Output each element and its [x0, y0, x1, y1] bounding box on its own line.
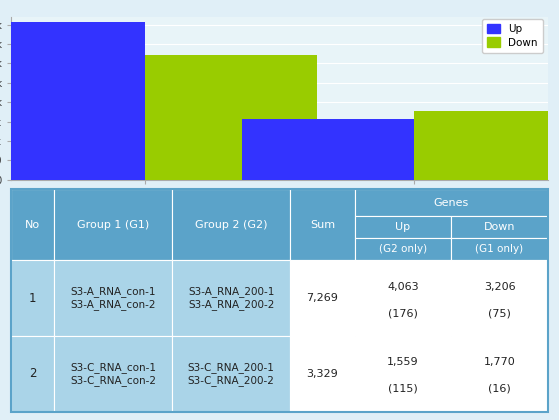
- Bar: [145, 55, 317, 180]
- Text: (176): (176): [388, 308, 418, 318]
- FancyBboxPatch shape: [354, 189, 548, 216]
- Text: S3-A_RNA_con-1
S3-A_RNA_con-2: S3-A_RNA_con-1 S3-A_RNA_con-2: [70, 286, 156, 310]
- FancyBboxPatch shape: [290, 189, 354, 260]
- FancyBboxPatch shape: [354, 260, 451, 336]
- Text: (G2 only): (G2 only): [379, 244, 427, 255]
- Text: 3,206: 3,206: [484, 282, 515, 292]
- Bar: [242, 119, 414, 180]
- FancyBboxPatch shape: [172, 336, 290, 412]
- Text: 3,329: 3,329: [306, 369, 338, 379]
- Bar: [0, 22, 145, 180]
- Legend: Up, Down: Up, Down: [482, 19, 543, 53]
- Text: (75): (75): [488, 308, 511, 318]
- FancyBboxPatch shape: [11, 260, 54, 336]
- Text: Down: Down: [484, 223, 515, 232]
- Text: (115): (115): [388, 384, 418, 394]
- FancyBboxPatch shape: [354, 239, 451, 260]
- FancyBboxPatch shape: [354, 336, 451, 412]
- Text: Group 1 (G1): Group 1 (G1): [77, 220, 149, 230]
- Text: Sum: Sum: [310, 220, 335, 230]
- Text: No: No: [25, 220, 40, 230]
- FancyBboxPatch shape: [290, 260, 354, 336]
- Text: S3-C_RNA_con-1
S3-C_RNA_con-2: S3-C_RNA_con-1 S3-C_RNA_con-2: [70, 362, 156, 386]
- FancyBboxPatch shape: [11, 336, 54, 412]
- FancyBboxPatch shape: [451, 216, 548, 239]
- FancyBboxPatch shape: [11, 189, 54, 260]
- FancyBboxPatch shape: [290, 336, 354, 412]
- FancyBboxPatch shape: [54, 336, 172, 412]
- FancyBboxPatch shape: [54, 260, 172, 336]
- Text: 4,063: 4,063: [387, 282, 419, 292]
- FancyBboxPatch shape: [11, 336, 548, 412]
- FancyBboxPatch shape: [354, 216, 451, 239]
- FancyBboxPatch shape: [451, 239, 548, 260]
- Text: (G1 only): (G1 only): [476, 244, 524, 255]
- Text: 1,770: 1,770: [484, 357, 515, 368]
- Text: S3-A_RNA_200-1
S3-A_RNA_200-2: S3-A_RNA_200-1 S3-A_RNA_200-2: [188, 286, 274, 310]
- FancyBboxPatch shape: [11, 189, 548, 260]
- Bar: [414, 111, 559, 180]
- Text: 1,559: 1,559: [387, 357, 419, 368]
- FancyBboxPatch shape: [451, 260, 548, 336]
- Text: Group 2 (G2): Group 2 (G2): [195, 220, 267, 230]
- FancyBboxPatch shape: [54, 189, 172, 260]
- Text: S3-C_RNA_200-1
S3-C_RNA_200-2: S3-C_RNA_200-1 S3-C_RNA_200-2: [188, 362, 274, 386]
- FancyBboxPatch shape: [451, 336, 548, 412]
- FancyBboxPatch shape: [11, 260, 548, 336]
- Text: 1: 1: [29, 292, 36, 305]
- FancyBboxPatch shape: [172, 189, 290, 260]
- Text: 2: 2: [29, 368, 36, 381]
- Text: Genes: Genes: [434, 198, 469, 208]
- FancyBboxPatch shape: [172, 260, 290, 336]
- Text: Up: Up: [395, 223, 410, 232]
- Text: (16): (16): [488, 384, 511, 394]
- Text: 7,269: 7,269: [306, 293, 338, 303]
